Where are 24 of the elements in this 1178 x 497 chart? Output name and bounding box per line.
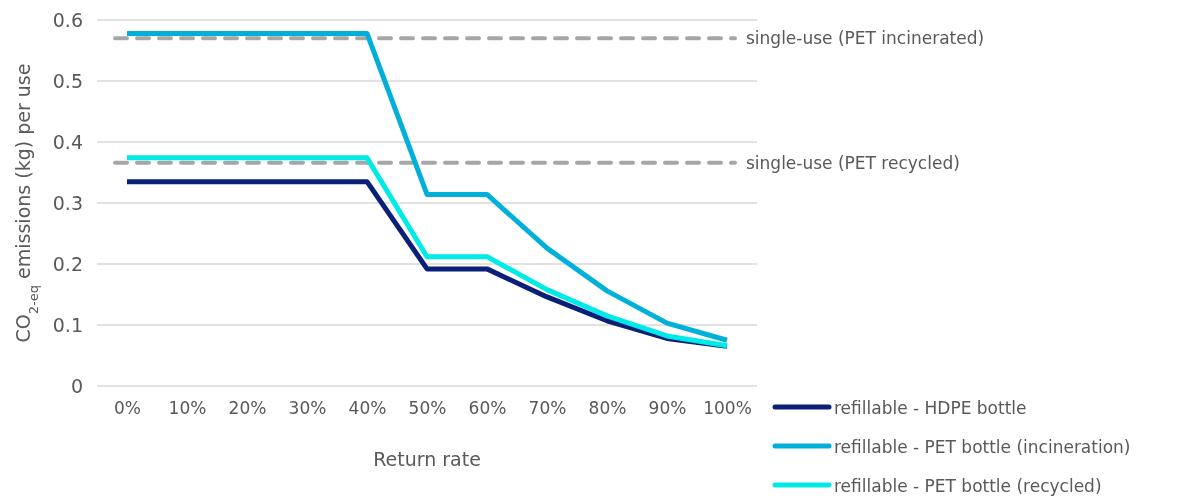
x-tick-label: 80%	[588, 398, 627, 419]
x-axis-title: Return rate	[373, 448, 481, 470]
legend-label: refillable - PET bottle (incineration)	[834, 437, 1131, 457]
x-tick-label: 90%	[648, 398, 687, 419]
x-tick-label: 100%	[703, 398, 752, 419]
x-tick-label: 20%	[228, 398, 267, 419]
legend-label: refillable - HDPE bottle	[834, 398, 1027, 418]
y-tick-label: 0.6	[52, 8, 83, 31]
y-tick-label: 0.4	[52, 130, 83, 153]
x-tick-label: 10%	[168, 398, 207, 419]
y-tick-label: 0.1	[52, 313, 83, 336]
y-tick-label: 0.2	[52, 252, 83, 275]
legend-label: refillable - PET bottle (recycled)	[834, 476, 1102, 496]
x-tick-label: 30%	[288, 398, 327, 419]
ref-line-label: single-use (PET incinerated)	[746, 28, 985, 49]
y-tick-label: 0.3	[52, 191, 83, 214]
y-tick-label: 0	[70, 374, 83, 397]
x-tick-label: 50%	[408, 398, 447, 419]
y-tick-label: 0.5	[52, 69, 83, 92]
x-tick-label: 40%	[348, 398, 387, 419]
x-tick-label: 0%	[114, 398, 141, 419]
ref-line-label: single-use (PET recycled)	[746, 152, 960, 173]
x-tick-label: 70%	[528, 398, 567, 419]
x-tick-label: 60%	[468, 398, 507, 419]
